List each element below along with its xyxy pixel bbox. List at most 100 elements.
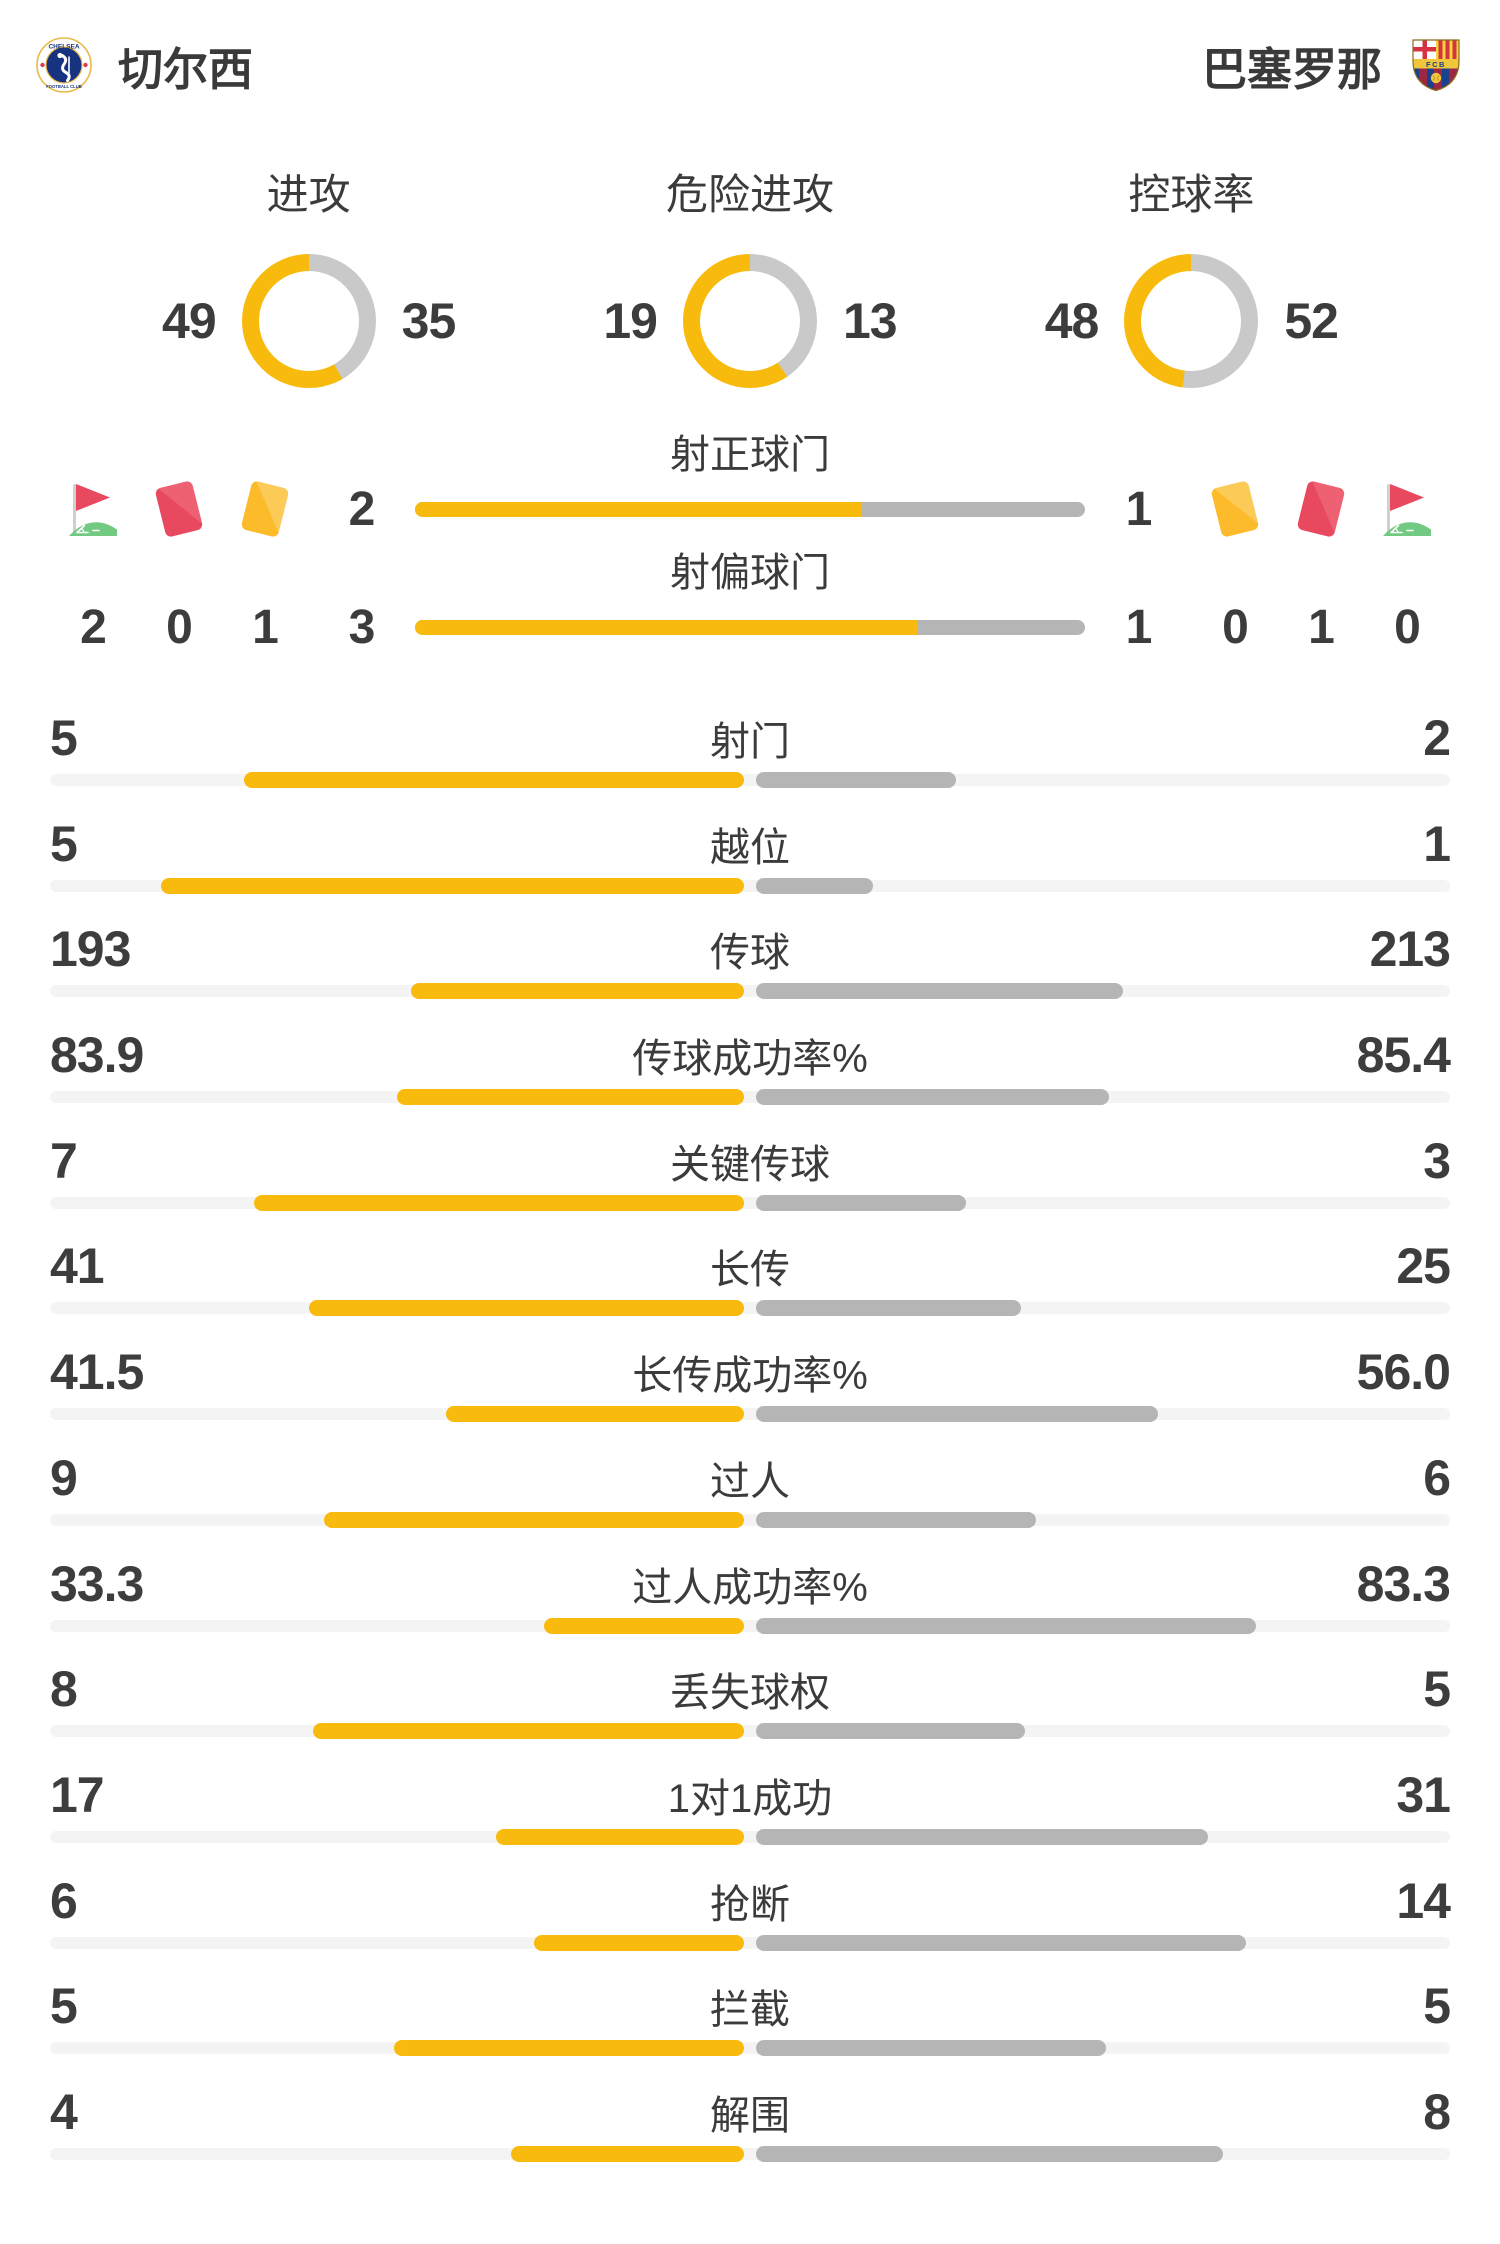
away-team-name: 巴塞罗那: [1201, 43, 1382, 95]
stat-bar-away: [756, 1934, 1246, 1951]
donut-attacks: 进攻 49 35: [88, 168, 529, 388]
stat-bar-home: [309, 1300, 744, 1317]
stat-home-value: 17: [50, 1766, 105, 1823]
stat-home-value: 4: [50, 2083, 78, 2140]
stat-away-value: 6: [1423, 1449, 1451, 1506]
stat-bar-away: [756, 772, 956, 788]
stat-bar-home: [160, 877, 744, 894]
stat-bar: [50, 1406, 1450, 1423]
stat-bar-track: [50, 1091, 1450, 1104]
stat-bar: [50, 1300, 1450, 1317]
stat-row: 33.3 过人成功率% 83.3: [50, 1553, 1451, 1659]
stat-bar-track: [50, 1725, 1450, 1738]
donut-home-value: 48: [1044, 293, 1100, 349]
stat-bar-track: [50, 2147, 1450, 2160]
stat-away-value: 1: [1423, 815, 1451, 872]
stat-label: 过人: [710, 1459, 790, 1504]
stat-bar: [50, 1723, 1450, 1740]
stat-bar: [50, 1828, 1450, 1845]
stat-bar-away: [756, 1723, 1026, 1740]
red-card-icon: [1296, 480, 1346, 538]
stat-bar-home: [544, 1617, 744, 1634]
stat-row: 17 1对1成功 31: [50, 1764, 1451, 1870]
stat-bar-home: [254, 1194, 744, 1211]
shots-on-target-bar: [415, 501, 1085, 517]
stat-label: 丢失球权: [670, 1671, 830, 1716]
home-corners-count: 2: [80, 600, 107, 654]
shots-section: 射正球门 2 1: [50, 430, 1450, 656]
home-discipline-counts: 2 0 1: [50, 600, 308, 655]
svg-text:CHELSEA: CHELSEA: [48, 44, 79, 51]
stat-bar-track: [50, 2042, 1450, 2055]
donut-home-value: 19: [603, 293, 658, 349]
stat-label: 射门: [710, 720, 790, 764]
stat-label: 抢断: [710, 1882, 790, 1927]
stat-away-value: 213: [1369, 921, 1451, 978]
stat-label: 拦截: [710, 1988, 790, 2033]
stat-bar-away: [756, 1406, 1159, 1423]
stat-bar: [50, 2145, 1450, 2162]
stat-bar-away: [756, 1828, 1209, 1845]
stat-bar-home: [496, 1828, 744, 1845]
away-yellow-cards-count: 0: [1222, 600, 1249, 654]
stat-home-value: 8: [50, 1661, 78, 1718]
stat-bar: [50, 1934, 1450, 1951]
stat-home-value: 5: [50, 815, 78, 872]
stats-list: 5 射门 2 5 越位 1 1 9: [50, 707, 1451, 2187]
stat-home-value: 7: [50, 1132, 78, 1189]
shots-off-target-away: 1: [1125, 600, 1153, 654]
stat-home-value: 9: [50, 1449, 78, 1506]
shots-on-target-row: 2 1: [50, 480, 1450, 538]
stat-bar-away: [756, 1194, 966, 1211]
stat-bar-home: [394, 2040, 744, 2057]
stat-away-value: 8: [1423, 2083, 1451, 2140]
stat-bar-home: [534, 1934, 744, 1951]
stat-bar: [50, 772, 1450, 788]
home-team: CHELSEA FOOTBALL CLUB 切尔西: [36, 33, 253, 98]
stat-label: 长传成功率%: [632, 1354, 868, 1399]
stat-home-value: 41.5: [50, 1344, 144, 1401]
donut-away-value: 35: [401, 293, 457, 349]
stat-label: 传球: [710, 931, 790, 976]
stat-away-value: 14: [1396, 1872, 1451, 1929]
stat-bar-away: [756, 1300, 1022, 1317]
stat-home-value: 83.9: [50, 1027, 144, 1084]
donut-ring-dangerous-attacks: [682, 254, 817, 388]
stat-bar-home: [313, 1723, 744, 1740]
donut-home-value: 49: [162, 293, 217, 349]
stat-bar: [50, 877, 1450, 894]
stat-row: 5 越位 1: [50, 813, 1451, 919]
stat-bar: [50, 1617, 1450, 1634]
stat-away-value: 5: [1423, 1661, 1451, 1718]
donut-away-value: 13: [842, 293, 898, 349]
red-card-icon: [154, 480, 204, 538]
stat-bar-home: [244, 772, 744, 788]
donut-label: 控球率: [1128, 171, 1255, 218]
stat-label: 传球成功率%: [632, 1037, 868, 1082]
stat-label: 过人成功率%: [632, 1565, 868, 1610]
stat-row: 41.5 长传成功率% 56.0: [50, 1341, 1451, 1447]
home-team-name: 切尔西: [118, 43, 254, 95]
stat-row: 4 解围 8: [50, 2081, 1451, 2187]
svg-text:FOOTBALL CLUB: FOOTBALL CLUB: [46, 84, 82, 89]
stat-bar-away: [756, 2040, 1106, 2057]
shots-off-target-label: 射偏球门: [670, 551, 830, 595]
shots-on-target-home: 2: [348, 482, 376, 536]
stat-bar-track: [50, 1830, 1450, 1843]
stat-away-value: 83.3: [1356, 1555, 1451, 1612]
stat-bar-track: [50, 1302, 1450, 1315]
stat-label: 关键传球: [670, 1142, 830, 1187]
stat-home-value: 5: [50, 710, 78, 766]
stat-away-value: 3: [1423, 1132, 1451, 1189]
stat-row: 7 关键传球 3: [50, 1130, 1451, 1236]
stat-row: 8 丢失球权 5: [50, 1658, 1451, 1764]
donut-label: 危险进攻: [665, 171, 834, 218]
stat-bar: [50, 2040, 1450, 2057]
away-team: 巴塞罗那 FCB: [1202, 33, 1464, 98]
stat-away-value: 25: [1396, 1238, 1451, 1295]
stat-label: 越位: [710, 825, 790, 870]
stat-bar-home: [324, 1511, 744, 1528]
corner-flag-icon: [69, 484, 117, 536]
stat-bar-home: [446, 1406, 744, 1423]
stat-bar-track: [50, 985, 1450, 998]
